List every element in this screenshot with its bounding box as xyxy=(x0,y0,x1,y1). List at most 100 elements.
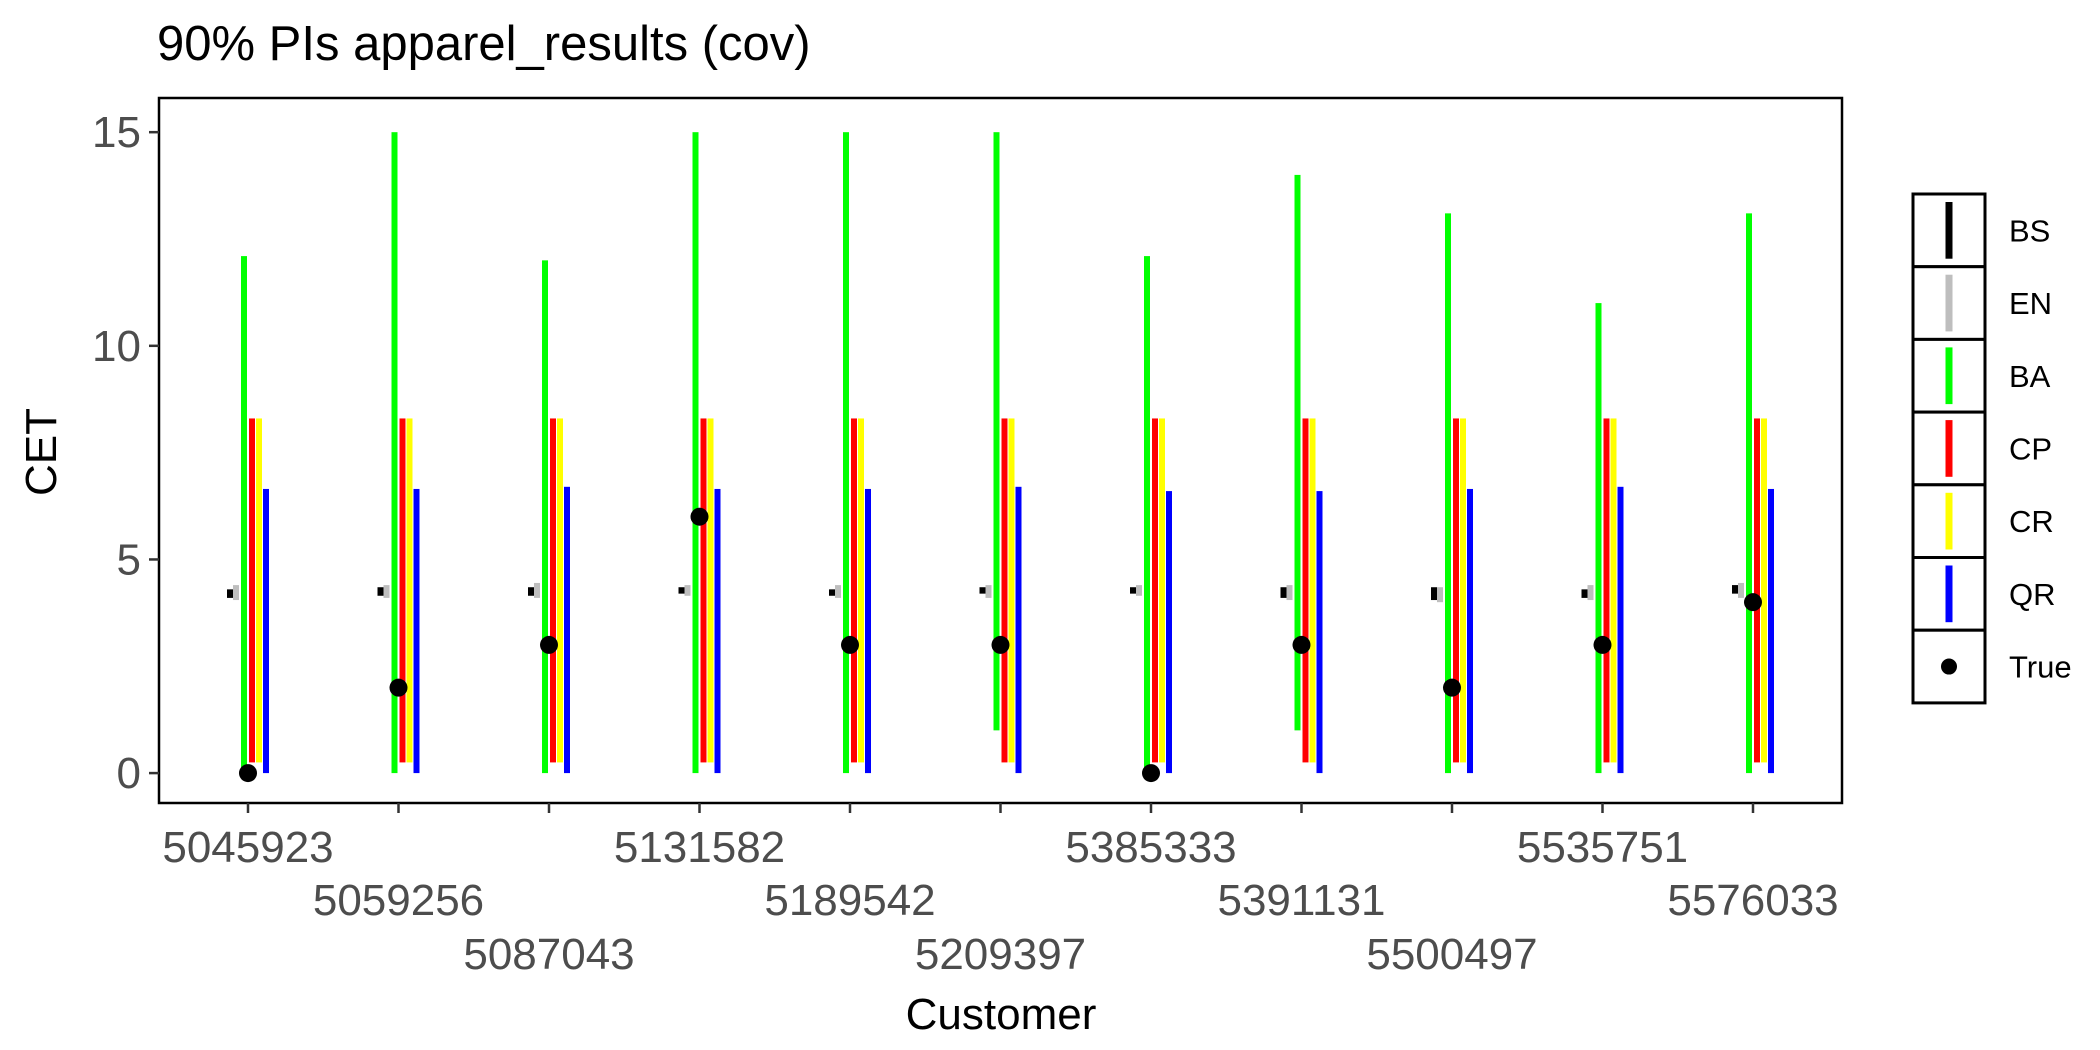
y-tick-label: 15 xyxy=(92,108,141,157)
interval-bar-bs xyxy=(528,587,534,596)
legend-label: BS xyxy=(2009,213,2050,248)
interval-bar-cr xyxy=(1309,418,1316,763)
interval-bar-cr xyxy=(858,418,864,763)
true-point xyxy=(690,507,709,526)
interval-bar-cr xyxy=(1460,418,1466,763)
interval-bar-cr xyxy=(1610,418,1617,763)
interval-bar-cp xyxy=(550,418,556,763)
true-point xyxy=(841,635,859,654)
interval-bar-cp xyxy=(1152,418,1158,763)
interval-bar-cr xyxy=(1761,418,1767,763)
interval-bar-ba xyxy=(542,260,548,774)
x-tick-label: 5059256 xyxy=(313,876,484,925)
x-tick-label: 5131582 xyxy=(614,823,785,872)
interval-bar-cp xyxy=(1001,418,1008,763)
interval-bar-qr xyxy=(564,486,570,774)
interval-bar-cr xyxy=(557,418,563,763)
interval-bar-ba xyxy=(391,132,398,774)
x-tick-label: 5391131 xyxy=(1217,876,1385,925)
interval-bar-cp xyxy=(1453,418,1459,763)
interval-bar-qr xyxy=(1316,491,1323,774)
interval-bar-ba xyxy=(1746,213,1752,774)
interval-bar-cr xyxy=(1159,418,1165,763)
interval-bar-cr xyxy=(1008,418,1015,763)
y-tick-label: 5 xyxy=(117,535,141,584)
interval-bar-bs xyxy=(678,587,685,594)
true-point xyxy=(1443,678,1461,697)
interval-bar-bs xyxy=(1732,585,1738,594)
true-point xyxy=(239,764,257,783)
interval-bar-qr xyxy=(1617,486,1624,774)
true-point xyxy=(991,635,1010,654)
interval-bar-ba xyxy=(993,132,1000,731)
legend-label: BA xyxy=(2009,359,2051,394)
interval-bar-ba xyxy=(1445,213,1451,774)
true-point xyxy=(1142,764,1160,783)
interval-bar-bs xyxy=(1130,587,1136,594)
interval-bar-qr xyxy=(714,488,721,774)
x-tick-label: 5385333 xyxy=(1065,823,1236,872)
x-tick-label: 5087043 xyxy=(463,930,634,979)
chart-title: 90% PIs apparel_results (cov) xyxy=(157,17,811,71)
interval-bar-ba xyxy=(1294,174,1301,731)
interval-bar-qr xyxy=(865,488,871,774)
interval-bar-en xyxy=(534,582,540,598)
interval-bar-en xyxy=(835,585,841,598)
interval-bar-en xyxy=(1286,585,1293,601)
interval-bar-cp xyxy=(399,418,406,763)
legend-label: QR xyxy=(2009,577,2056,612)
interval-bar-cp xyxy=(1603,418,1610,763)
interval-bar-bs xyxy=(829,589,835,596)
plot-panel xyxy=(157,96,1844,805)
y-axis-title: CET xyxy=(17,408,66,496)
legend-label: CP xyxy=(2009,431,2052,466)
interval-bar-en xyxy=(684,585,691,596)
interval-bar-cp xyxy=(249,418,255,763)
legend-label: CR xyxy=(2009,504,2054,539)
legend-swatch-ba xyxy=(1945,347,1953,405)
interval-bar-qr xyxy=(1467,488,1473,774)
legend-swatch-en xyxy=(1945,274,1953,332)
true-point xyxy=(1593,635,1612,654)
interval-bar-cp xyxy=(851,418,857,763)
chart-marks xyxy=(227,132,1774,783)
interval-bar-cr xyxy=(256,418,262,763)
legend-label: EN xyxy=(2009,286,2052,321)
interval-bar-bs xyxy=(979,587,986,594)
legend-label: True xyxy=(2009,650,2072,685)
interval-bar-bs xyxy=(1581,589,1588,598)
true-point xyxy=(540,635,558,654)
legend: BS EN BA CP CR QR True xyxy=(1911,192,2072,705)
interval-bar-cp xyxy=(1302,418,1309,763)
x-tick-label: 5576033 xyxy=(1667,876,1838,925)
interval-bar-en xyxy=(1136,585,1142,596)
legend-swatch-cp xyxy=(1945,420,1953,477)
y-tick-label: 10 xyxy=(92,322,141,371)
interval-bar-en xyxy=(233,585,239,601)
y-tick-label: 0 xyxy=(117,749,141,798)
x-tick-label: 5209397 xyxy=(915,930,1086,979)
x-tick-label: 5535751 xyxy=(1517,823,1688,872)
legend-swatch-qr xyxy=(1945,565,1953,623)
x-tick-label: 5045923 xyxy=(162,823,333,872)
x-tick-label: 5189542 xyxy=(764,876,935,925)
interval-bar-cp xyxy=(1754,418,1760,763)
true-point xyxy=(1292,635,1311,654)
interval-bar-ba xyxy=(692,132,699,774)
interval-bar-en xyxy=(383,585,390,598)
interval-bar-ba xyxy=(241,256,247,774)
legend-swatch-true xyxy=(1941,658,1957,675)
interval-bar-bs xyxy=(377,587,384,596)
interval-bar-qr xyxy=(1166,491,1172,774)
interval-bar-bs xyxy=(1280,587,1287,598)
interval-bar-bs xyxy=(227,589,233,598)
interval-bar-cp xyxy=(700,418,707,763)
interval-bar-cr xyxy=(707,418,714,763)
legend-swatch-bs xyxy=(1945,202,1953,259)
interval-bar-en xyxy=(1437,587,1443,603)
true-point xyxy=(1744,593,1762,612)
interval-bar-ba xyxy=(843,132,849,774)
interval-bar-en xyxy=(985,585,992,598)
